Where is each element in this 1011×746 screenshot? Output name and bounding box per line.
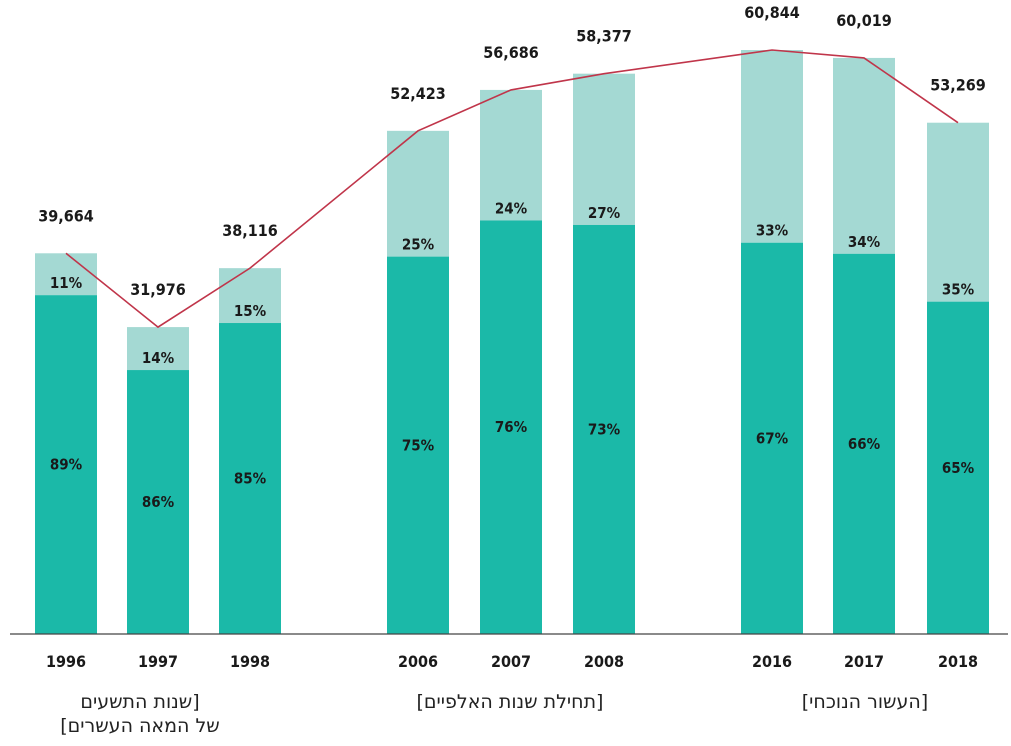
bar-segment-upper (387, 130, 449, 257)
x-tick-label: 1997 (138, 652, 178, 671)
x-tick-label: 2007 (491, 652, 531, 671)
bar-lower-pct-label: 73% (588, 420, 621, 438)
bar-segment-lower (35, 295, 97, 634)
bar-segment-lower (219, 323, 281, 634)
bar-segment-upper (573, 73, 635, 225)
bar-total-label: 53,269 (930, 76, 986, 95)
bar-segment-upper (219, 268, 281, 324)
bar-lower-pct-label: 67% (756, 429, 789, 447)
bar-lower-pct-label: 86% (142, 493, 175, 511)
bar-lower-pct-label: 89% (50, 456, 83, 474)
bar-segment-upper (35, 253, 97, 296)
bar-total-label: 60,019 (836, 11, 892, 30)
bar-total-label: 39,664 (38, 206, 94, 225)
group-label-2000s: [תחילת שנות האלפיים] (360, 690, 660, 714)
bar-lower-pct-label: 76% (495, 418, 528, 436)
bar-segment-lower (741, 242, 803, 634)
trend-line (65, 49, 959, 329)
bar-total-label: 58,377 (576, 27, 632, 46)
bar-total-label: 60,844 (744, 3, 800, 22)
bar-lower-pct-label: 66% (848, 435, 881, 453)
bar-segment-lower (833, 253, 895, 634)
bar-total-label: 38,116 (222, 221, 278, 240)
group-label-current-decade: [העשור הנוכחי] (730, 690, 1000, 714)
x-tick-label: 1998 (230, 652, 270, 671)
bar-segment-upper (480, 89, 542, 221)
bar-upper-pct-label: 11% (50, 274, 83, 292)
bar-lower-pct-label: 65% (942, 459, 975, 477)
bar-total-label: 52,423 (390, 84, 446, 103)
x-tick-label: 2006 (398, 652, 438, 671)
bar-segment-lower (127, 370, 189, 634)
bar-segment-lower (927, 301, 989, 634)
bar-upper-pct-label: 14% (142, 349, 175, 367)
bar-upper-pct-label: 25% (402, 236, 435, 254)
group-label-line: [העשור הנוכחי] (801, 691, 929, 713)
group-label-1990s: [שנות התשעים של המאה העשרים] (20, 690, 260, 738)
bar-lower-pct-label: 75% (402, 436, 435, 454)
bar-upper-pct-label: 24% (495, 199, 528, 217)
x-tick-label: 1996 (46, 652, 86, 671)
bar-upper-pct-label: 34% (848, 233, 881, 251)
bar-segment-lower (480, 220, 542, 634)
x-tick-label: 2017 (844, 652, 884, 671)
x-tick-label: 2008 (584, 652, 624, 671)
group-label-line: [שנות התשעים (80, 691, 200, 713)
bar-segment-lower (387, 256, 449, 634)
bar-upper-pct-label: 33% (756, 222, 789, 240)
bar-segment-upper (927, 122, 989, 302)
x-tick-label: 2016 (752, 652, 792, 671)
bar-segment-upper (127, 327, 189, 371)
bar-segment-upper (833, 57, 895, 254)
bar-upper-pct-label: 27% (588, 204, 621, 222)
bar-upper-pct-label: 15% (234, 302, 267, 320)
bar-segment-upper (741, 50, 803, 243)
bar-upper-pct-label: 35% (942, 281, 975, 299)
x-tick-label: 2018 (938, 652, 978, 671)
bar-total-label: 31,976 (130, 280, 186, 299)
group-label-line: [תחילת שנות האלפיים] (416, 691, 604, 713)
bar-segment-lower (573, 224, 635, 634)
bar-total-label: 56,686 (483, 43, 539, 62)
group-label-line: של המאה העשרים] (60, 715, 220, 737)
bar-lower-pct-label: 85% (234, 470, 267, 488)
